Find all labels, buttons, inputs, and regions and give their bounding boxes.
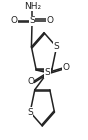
Text: O: O bbox=[27, 77, 34, 87]
Text: S: S bbox=[54, 42, 59, 51]
Text: O: O bbox=[62, 63, 70, 72]
Text: S: S bbox=[45, 68, 50, 77]
Text: S: S bbox=[27, 108, 33, 117]
Text: NH₂: NH₂ bbox=[24, 2, 41, 10]
Text: O: O bbox=[47, 16, 54, 25]
Text: O: O bbox=[10, 16, 17, 25]
Text: S: S bbox=[29, 16, 35, 25]
